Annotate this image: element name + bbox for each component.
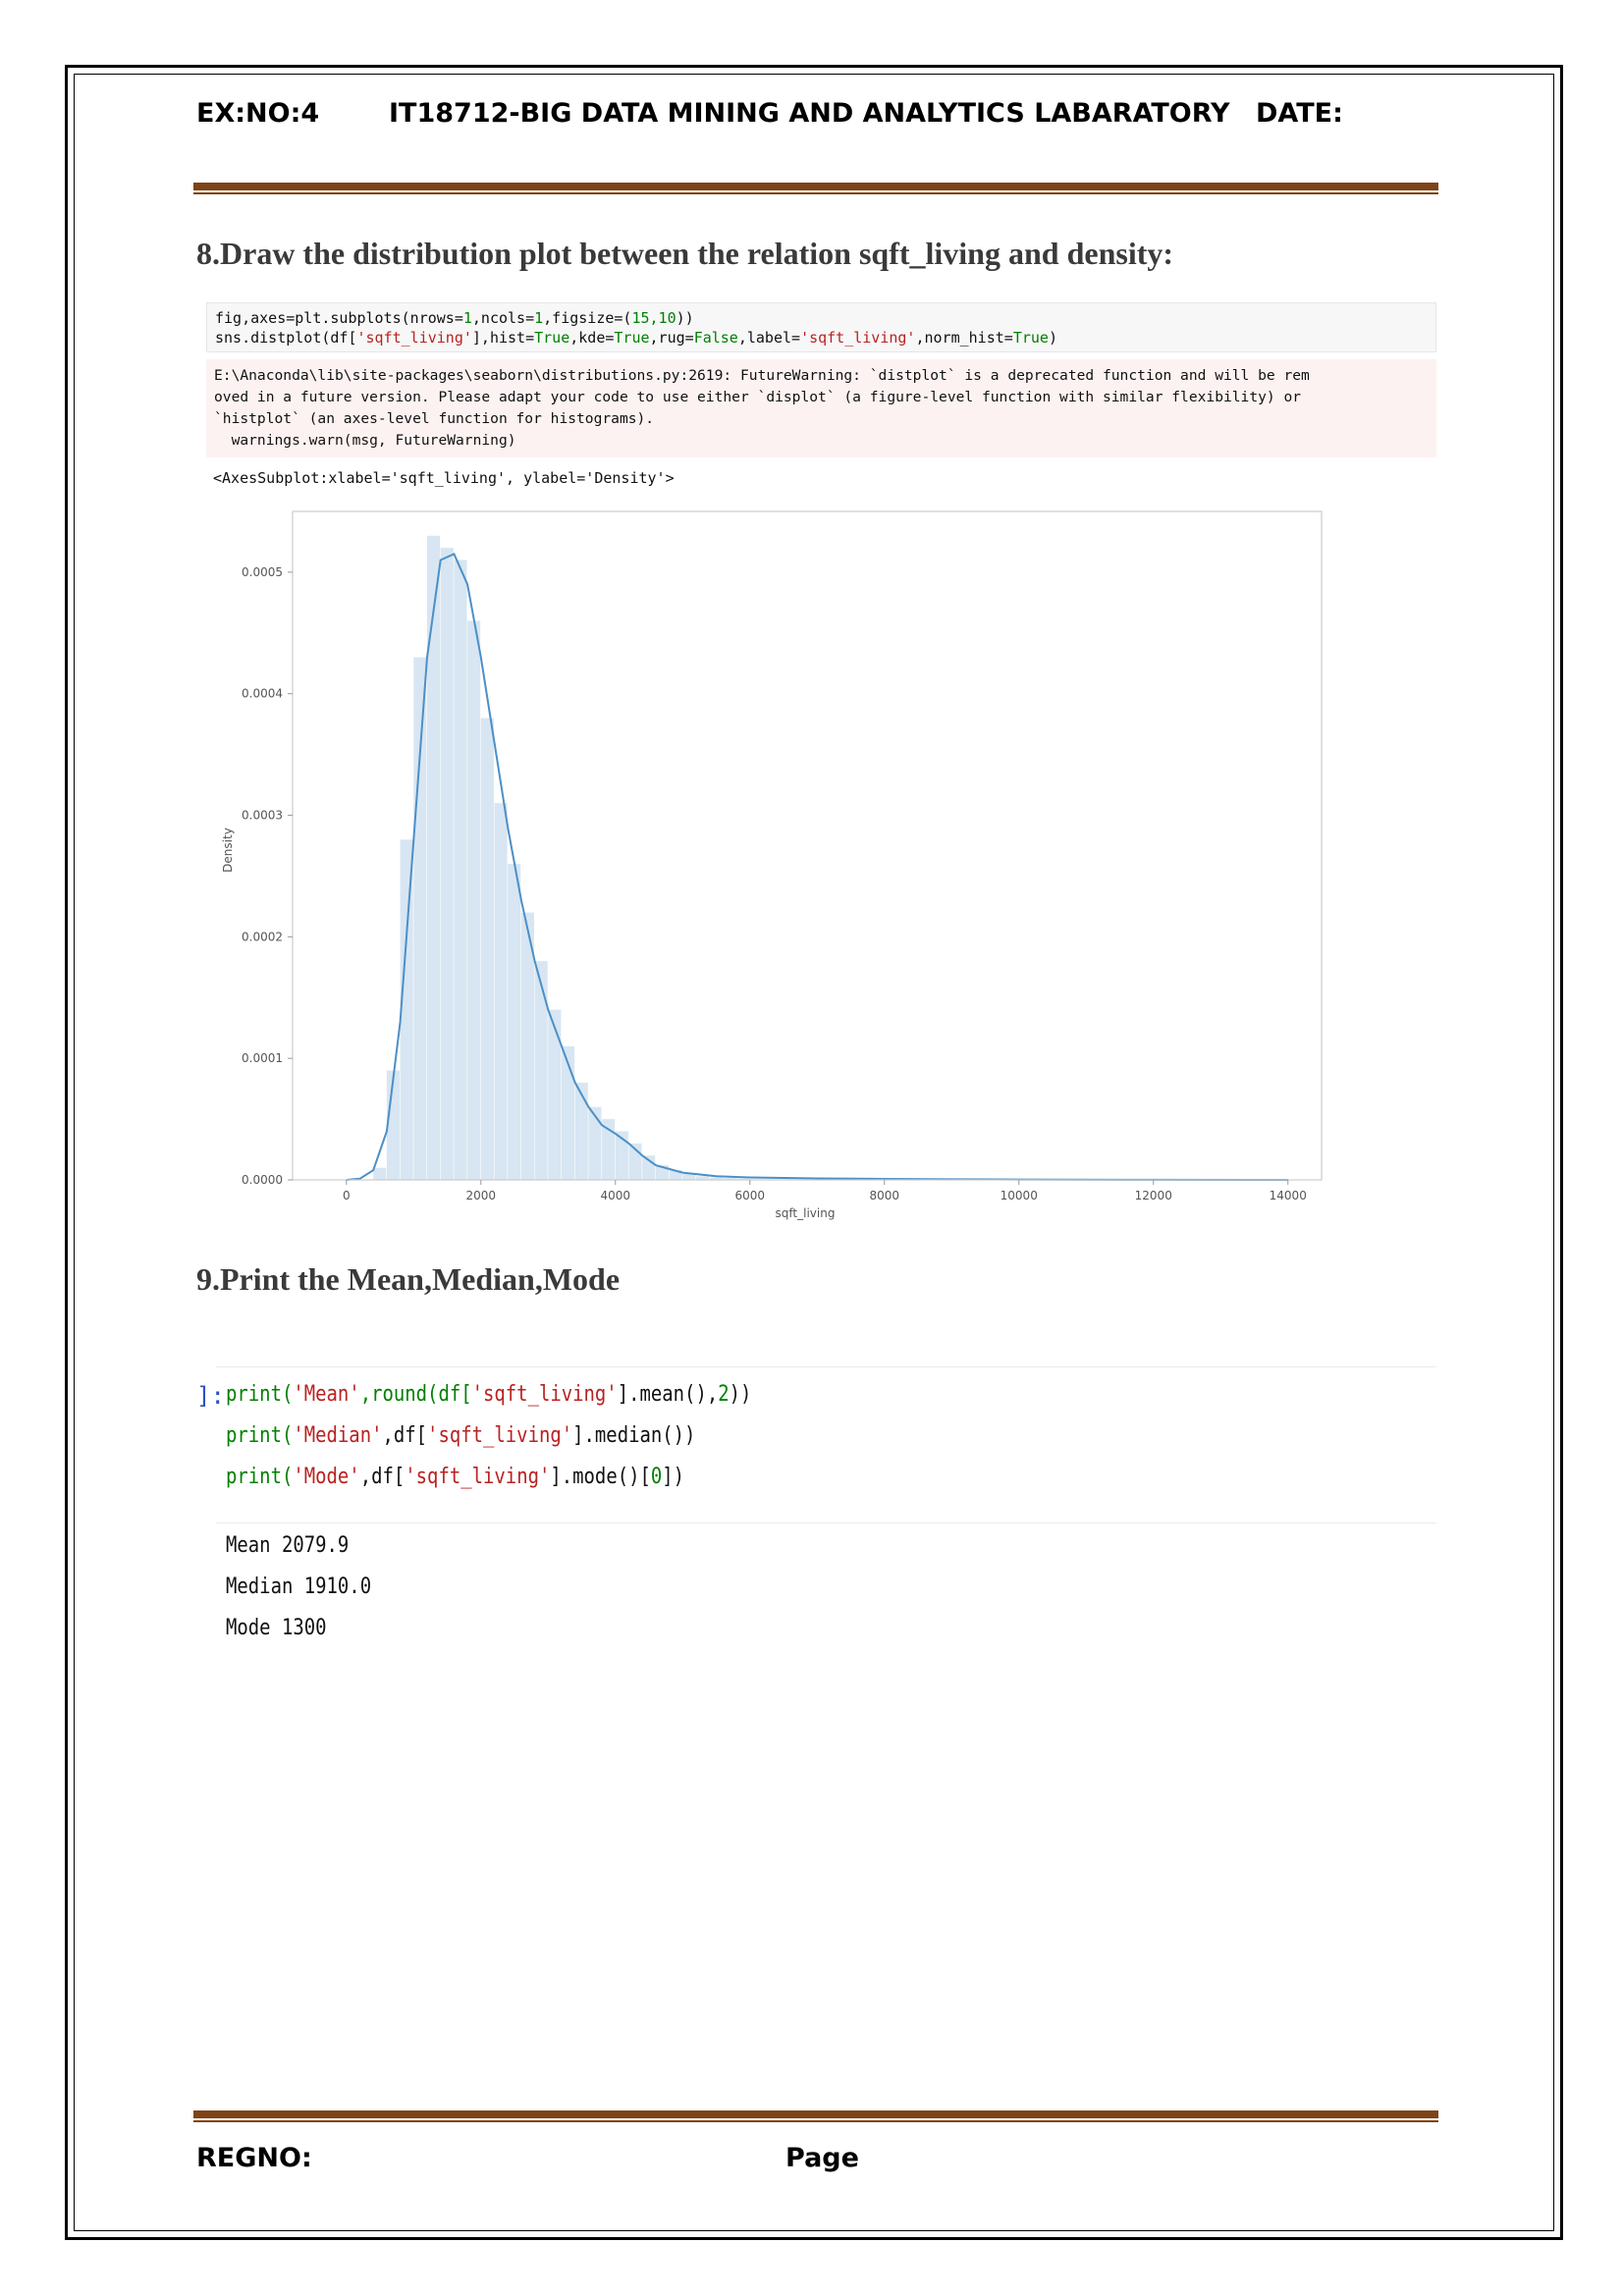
stats-code-line-3: print('Mode',df['sqft_living'].mode()[0]…: [226, 1465, 685, 1489]
section-9-title: 9.Print the Mean,Median,Mode: [196, 1261, 621, 1297]
cell-prompt: ]:: [196, 1382, 225, 1410]
histogram-bar: [440, 548, 454, 1180]
x-tick-label: 8000: [869, 1189, 899, 1202]
stats-code-cell: [216, 1366, 1436, 1523]
course-title: IT18712-BIG DATA MINING AND ANALYTICS LA…: [389, 98, 1230, 129]
x-tick-label: 6000: [735, 1189, 766, 1202]
warning-line: E:\Anaconda\lib\site-packages\seaborn\di…: [214, 367, 1310, 384]
y-tick-label: 0.0001: [242, 1051, 283, 1065]
histogram-bar: [655, 1165, 669, 1180]
page-border-inner: [74, 74, 1554, 2231]
histogram-bar: [520, 912, 534, 1180]
x-tick-label: 2000: [466, 1189, 497, 1202]
warning-line: warnings.warn(msg, FutureWarning): [214, 432, 516, 449]
exercise-number: EX:NO:4: [196, 98, 320, 129]
histogram-bar: [480, 718, 494, 1180]
histogram-bar: [467, 620, 481, 1180]
histogram-bar: [561, 1045, 575, 1180]
future-warning-output: E:\Anaconda\lib\site-packages\seaborn\di…: [206, 359, 1436, 457]
date-label: DATE:: [1256, 98, 1343, 129]
median-output: Median 1910.0: [226, 1575, 372, 1599]
x-tick-label: 12000: [1135, 1189, 1172, 1202]
histogram-bar: [723, 1178, 736, 1180]
histogram-bar: [534, 961, 548, 1180]
histogram-bar: [548, 1009, 562, 1180]
code-line-2: sns.distplot(df['sqft_living'],hist=True…: [215, 329, 1057, 347]
histogram-bar: [695, 1176, 710, 1180]
histogram-bar: [602, 1119, 616, 1180]
warning-line: oved in a future version. Please adapt y…: [214, 389, 1302, 405]
footer-rule: [193, 2110, 1438, 2122]
histogram-bar: [588, 1106, 602, 1180]
y-axis-label: Density: [221, 828, 235, 873]
histogram-bar: [413, 657, 427, 1180]
page-border-outer: [65, 65, 1563, 2240]
histogram-bar: [669, 1170, 682, 1180]
axes-subplot-output: <AxesSubplot:xlabel='sqft_living', ylabe…: [213, 469, 675, 487]
x-tick-label: 10000: [1001, 1189, 1038, 1202]
y-tick-label: 0.0002: [242, 930, 283, 943]
histogram-bar: [373, 1167, 387, 1180]
distplot-code-cell: fig,axes=plt.subplots(nrows=1,ncols=1,fi…: [206, 302, 1436, 352]
histogram-bar: [574, 1082, 588, 1180]
y-tick-label: 0.0000: [242, 1173, 283, 1187]
histogram-bar: [400, 839, 413, 1180]
histogram-bar: [736, 1178, 750, 1180]
plot-frame: [292, 510, 1323, 1181]
kde-line: [346, 552, 1288, 1181]
y-tick-label: 0.0005: [242, 565, 283, 579]
page-label: Page: [785, 2143, 859, 2173]
x-tick-label: 4000: [601, 1189, 631, 1202]
page-header: EX:NO:4 IT18712-BIG DATA MINING AND ANAL…: [196, 98, 1434, 141]
regno-label: REGNO:: [196, 2143, 312, 2173]
distribution-chart: 0 2000 4000 6000 8000 10000 12000 14000 0.00000…: [221, 510, 1323, 1220]
stats-code-line-1: print('Mean',round(df['sqft_living'].mea…: [226, 1382, 752, 1407]
x-tick-label: 14000: [1270, 1189, 1307, 1202]
header-rule: [193, 183, 1438, 194]
stats-code-line-2: print('Median',df['sqft_living'].median(…: [226, 1423, 696, 1448]
histogram-bar: [682, 1173, 696, 1180]
x-axis-label: sqft_living: [776, 1206, 836, 1220]
histogram-bar: [709, 1177, 723, 1180]
y-tick-label: 0.0003: [242, 809, 283, 823]
x-tick-label: 0: [343, 1189, 351, 1202]
histogram-bar: [426, 535, 441, 1180]
kde-curve-group: [346, 552, 1288, 1181]
code-line-1: fig,axes=plt.subplots(nrows=1,ncols=1,fi…: [215, 309, 694, 327]
histogram-bar: [454, 560, 467, 1180]
section-8-title: 8.Draw the distribution plot between the…: [196, 236, 1174, 271]
y-tick-labels: 0.0000 0.0001 0.0002 0.0003 0.0004 0.0005: [242, 565, 293, 1187]
histogram-bar: [508, 864, 521, 1180]
mode-output: Mode 1300: [226, 1616, 327, 1640]
histogram-bar: [615, 1131, 628, 1180]
histogram-bar: [494, 803, 508, 1180]
mean-output: Mean 2079.9: [226, 1533, 350, 1558]
x-tick-labels: 0 2000 4000 6000 8000 10000 12000 14000: [343, 1180, 1307, 1202]
warning-line: `histplot` (an axes-level function for h…: [214, 410, 655, 427]
y-tick-label: 0.0004: [242, 687, 283, 701]
